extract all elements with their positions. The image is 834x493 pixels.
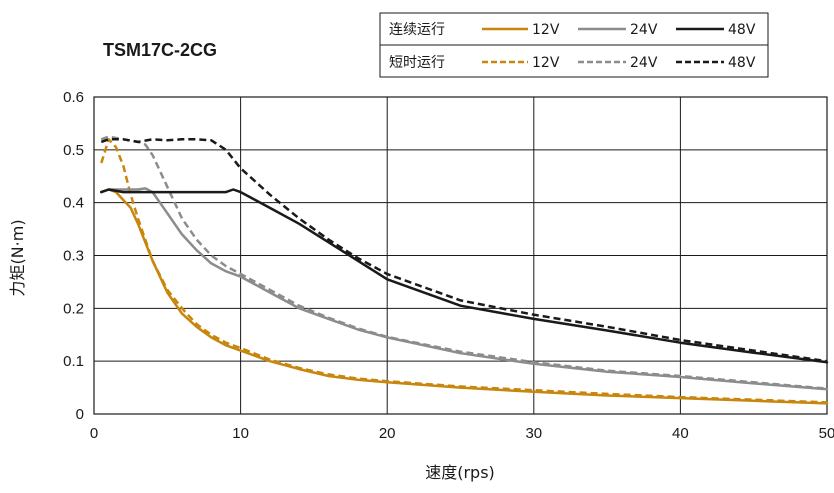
- series-line-12V-solid: [100, 188, 829, 405]
- x-tick-label: 40: [672, 425, 689, 442]
- x-tick-label: 10: [232, 425, 249, 442]
- series-line-12V-dashed: [100, 138, 828, 404]
- y-tick-label: 0.3: [63, 248, 84, 265]
- x-axis-label: 速度(rps): [425, 463, 495, 482]
- x-tick-label: 50: [819, 425, 834, 442]
- legend-row-label: 短时运行: [389, 55, 445, 71]
- series-line-48V-dashed: [100, 138, 828, 363]
- legend: 连续运行 12V 24V 48V 短时运行 12V 24V 48V: [379, 12, 769, 78]
- chart-title: TSM17C-2CG: [103, 40, 217, 60]
- legend-entry-label: 12V: [532, 55, 560, 71]
- legend-row-label: 连续运行: [389, 21, 445, 38]
- series-line-48V-solid: [100, 188, 829, 364]
- y-tick-label: 0: [76, 406, 84, 423]
- x-tick-label: 30: [525, 425, 542, 442]
- x-axis-ticks: 0 10 20 30 40 50: [90, 425, 834, 442]
- series-line-24V-dashed: [100, 135, 828, 390]
- y-tick-label: 0.6: [63, 89, 84, 106]
- y-tick-label: 0.1: [63, 353, 84, 370]
- legend-entry-label: 24V: [630, 55, 658, 71]
- legend-entry-label: 48V: [728, 22, 756, 38]
- y-tick-label: 0.2: [63, 300, 84, 317]
- legend-entry-label: 12V: [532, 22, 560, 38]
- y-axis-label: 力矩(N·m): [8, 219, 27, 296]
- y-tick-label: 0.5: [63, 142, 84, 159]
- x-tick-label: 0: [90, 425, 98, 442]
- plot-area-border: [93, 96, 828, 415]
- series-lines: [100, 135, 829, 405]
- x-tick-label: 20: [379, 425, 396, 442]
- legend-entry-label: 24V: [630, 22, 658, 38]
- y-tick-label: 0.4: [63, 195, 84, 212]
- y-axis-ticks: 0 0.1 0.2 0.3 0.4 0.5 0.6: [63, 89, 84, 423]
- series-line-24V-solid: [100, 187, 829, 391]
- legend-entry-label: 48V: [728, 55, 756, 71]
